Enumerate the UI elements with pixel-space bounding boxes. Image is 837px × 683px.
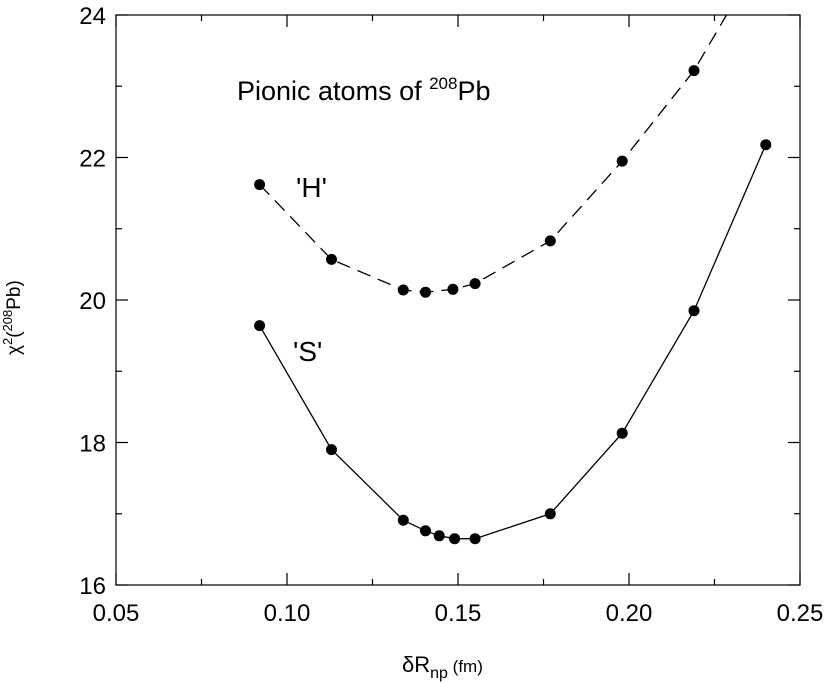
data-point-1-8 — [616, 427, 628, 439]
series-line-0 — [259, 14, 728, 293]
series-line-1 — [259, 144, 767, 540]
y-tick-label: 24 — [79, 3, 106, 30]
data-point-0-0 — [254, 179, 266, 191]
y-axis-label: χ2(208Pb) — [0, 280, 25, 355]
series-points — [254, 65, 772, 545]
y-tick-label: 18 — [79, 431, 106, 458]
data-point-0-6 — [544, 235, 556, 247]
data-point-1-5 — [449, 533, 461, 545]
y-tick-label: 16 — [79, 573, 106, 600]
data-point-1-9 — [688, 305, 700, 317]
x-tick-labels: 0.05 0.10 0.15 0.20 0.25 — [93, 600, 824, 627]
x-tick-label: 0.10 — [264, 600, 311, 627]
data-point-1-10 — [760, 139, 772, 151]
data-point-0-7 — [616, 155, 628, 167]
series-label-s: 'S' — [293, 336, 322, 367]
data-point-0-3 — [420, 286, 431, 298]
data-point-0-5 — [469, 278, 481, 290]
axis-ticks — [115, 14, 801, 586]
data-point-0-4 — [447, 283, 459, 295]
data-point-1-4 — [433, 530, 445, 542]
data-point-0-8 — [688, 65, 700, 77]
data-point-1-1 — [326, 444, 337, 456]
data-point-1-6 — [469, 533, 481, 545]
data-point-0-1 — [326, 253, 337, 265]
x-tick-label: 0.05 — [93, 600, 140, 627]
x-tick-label: 0.20 — [606, 600, 653, 627]
y-tick-labels: 16 18 20 22 24 — [79, 3, 106, 600]
x-tick-label: 0.15 — [435, 600, 482, 627]
x-tick-label: 0.25 — [777, 600, 824, 627]
y-tick-label: 22 — [79, 146, 106, 173]
x-axis-label: δRnp (fm) — [402, 652, 483, 682]
series-label-h: 'H' — [296, 172, 327, 203]
data-point-1-2 — [397, 514, 409, 526]
chart-annotation: Pionic atoms of 208Pb — [237, 74, 491, 106]
data-point-0-2 — [397, 284, 409, 296]
y-tick-label: 20 — [79, 288, 106, 315]
data-point-1-3 — [420, 525, 431, 537]
data-point-1-7 — [544, 508, 556, 520]
data-point-1-0 — [254, 320, 266, 332]
